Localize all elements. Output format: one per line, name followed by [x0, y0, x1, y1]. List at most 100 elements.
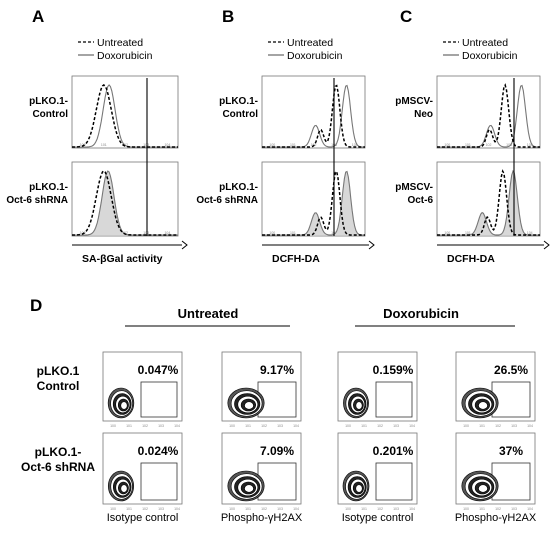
- tick-label: 104: [527, 507, 533, 511]
- tick-label: 100: [269, 143, 275, 147]
- tick-label: 101: [245, 424, 251, 428]
- contour-ring: [120, 484, 128, 493]
- tick-label: 101: [465, 143, 471, 147]
- column-label: Phospho-γH2AX: [221, 512, 303, 524]
- tick-label: 101: [361, 507, 367, 511]
- tick-label: 104: [164, 231, 170, 235]
- tick-label: 100: [269, 231, 275, 235]
- untreated-histogram: [72, 170, 178, 236]
- contour-plot-frame: [102, 351, 183, 422]
- tick-label: 102: [377, 507, 383, 511]
- row-label-line2: Oct-6 shRNA: [21, 460, 95, 474]
- untreated-histogram: [72, 84, 178, 148]
- tick-label: 102: [377, 424, 383, 428]
- tick-label: 101: [245, 507, 251, 511]
- gate-percent: 0.159%: [373, 363, 414, 377]
- contour-ring: [120, 401, 128, 410]
- tick-label: 100: [229, 424, 235, 428]
- tick-label: 100: [463, 424, 469, 428]
- doxorubicin-histogram: [72, 84, 178, 148]
- tick-label: 104: [527, 231, 533, 235]
- tick-label: 104: [527, 143, 533, 147]
- tick-label: 103: [158, 424, 164, 428]
- tick-label: 100: [80, 143, 86, 147]
- tick-label: 104: [527, 424, 533, 428]
- contour-ring: [478, 484, 488, 493]
- tick-label: 100: [463, 507, 469, 511]
- row-label-line1: pLKO.1-: [35, 445, 82, 459]
- x-axis-arrowhead: [543, 240, 550, 250]
- row-label-line1: pLKO.1-: [29, 96, 68, 107]
- tick-label: 104: [174, 424, 180, 428]
- panel-letter: B: [222, 7, 234, 26]
- histogram-frame: [261, 161, 366, 237]
- contour-plot-frame: [337, 351, 418, 422]
- tick-label: 102: [142, 507, 148, 511]
- legend-label-untreated: Untreated: [462, 37, 508, 49]
- gate-box: [375, 462, 413, 501]
- histogram-frame: [261, 75, 366, 149]
- tick-label: 102: [486, 143, 492, 147]
- panel-letter: D: [30, 296, 42, 315]
- tick-label: 103: [506, 143, 512, 147]
- row-label-line1: pLKO.1-: [219, 182, 258, 193]
- gate-percent: 0.047%: [138, 363, 179, 377]
- legend-label-untreated: Untreated: [97, 37, 143, 49]
- doxorubicin-fill: [262, 171, 365, 235]
- histogram-frame: [436, 161, 541, 237]
- tick-label: 104: [409, 507, 415, 511]
- untreated-histogram: [437, 83, 540, 148]
- contour-plot-frame: [337, 432, 418, 505]
- tick-label: 101: [126, 507, 132, 511]
- untreated-histogram: [262, 84, 365, 148]
- contour-ring: [244, 401, 254, 410]
- row-label-line2: Oct-6 shRNA: [6, 195, 68, 206]
- contour-plot-frame: [455, 432, 536, 505]
- contour-ring: [355, 401, 363, 410]
- contour-ring: [244, 484, 254, 493]
- gate-box: [140, 381, 178, 418]
- tick-label: 100: [444, 231, 450, 235]
- row-label-line2: Control: [37, 379, 80, 393]
- gate-percent: 0.201%: [373, 444, 414, 458]
- contour-plot-frame: [221, 432, 302, 505]
- tick-label: 103: [511, 424, 517, 428]
- tick-label: 100: [80, 231, 86, 235]
- tick-label: 104: [409, 424, 415, 428]
- tick-label: 100: [110, 424, 116, 428]
- row-label-line1: pLKO.1-: [29, 182, 68, 193]
- doxorubicin-fill: [72, 171, 178, 235]
- gate-percent: 7.09%: [260, 444, 294, 458]
- tick-label: 104: [164, 143, 170, 147]
- column-label: Isotype control: [107, 512, 179, 524]
- doxorubicin-histogram: [437, 169, 540, 236]
- group-label-untreated: Untreated: [178, 306, 239, 321]
- row-label-line1: pMSCV-: [395, 96, 433, 107]
- panel-b: BUntreatedDoxorubicin100101102103104pLKO…: [196, 7, 375, 265]
- x-axis-label: SA-βGal activity: [82, 253, 163, 265]
- tick-label: 102: [122, 231, 128, 235]
- group-label-doxorubicin: Doxorubicin: [383, 306, 459, 321]
- tick-label: 103: [277, 507, 283, 511]
- tick-label: 100: [345, 507, 351, 511]
- panel-letter: C: [400, 7, 412, 26]
- doxorubicin-histogram: [72, 170, 178, 236]
- untreated-histogram: [437, 169, 540, 236]
- tick-label: 103: [143, 143, 149, 147]
- row-label-line1: pMSCV-: [395, 182, 433, 193]
- tick-label: 101: [479, 507, 485, 511]
- row-label-line1: pLKO.1: [37, 364, 80, 378]
- row-label-line2: Oct-6: [407, 195, 433, 206]
- panel-letter: A: [32, 7, 44, 26]
- tick-label: 100: [444, 143, 450, 147]
- tick-label: 101: [479, 424, 485, 428]
- tick-label: 102: [495, 424, 501, 428]
- tick-label: 104: [174, 507, 180, 511]
- x-axis-arrowhead: [181, 240, 188, 250]
- tick-label: 103: [143, 231, 149, 235]
- row-label-line2: Neo: [414, 109, 433, 120]
